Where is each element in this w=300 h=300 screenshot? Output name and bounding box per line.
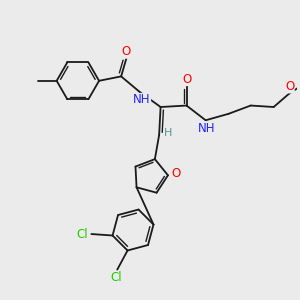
Text: O: O bbox=[122, 45, 131, 58]
Text: Cl: Cl bbox=[110, 272, 122, 284]
Text: O: O bbox=[172, 167, 181, 180]
Text: Cl: Cl bbox=[77, 227, 88, 241]
Text: O: O bbox=[182, 73, 191, 85]
Text: NH: NH bbox=[198, 122, 216, 135]
Text: H: H bbox=[164, 128, 173, 138]
Text: NH: NH bbox=[133, 93, 151, 106]
Text: O: O bbox=[285, 80, 294, 93]
